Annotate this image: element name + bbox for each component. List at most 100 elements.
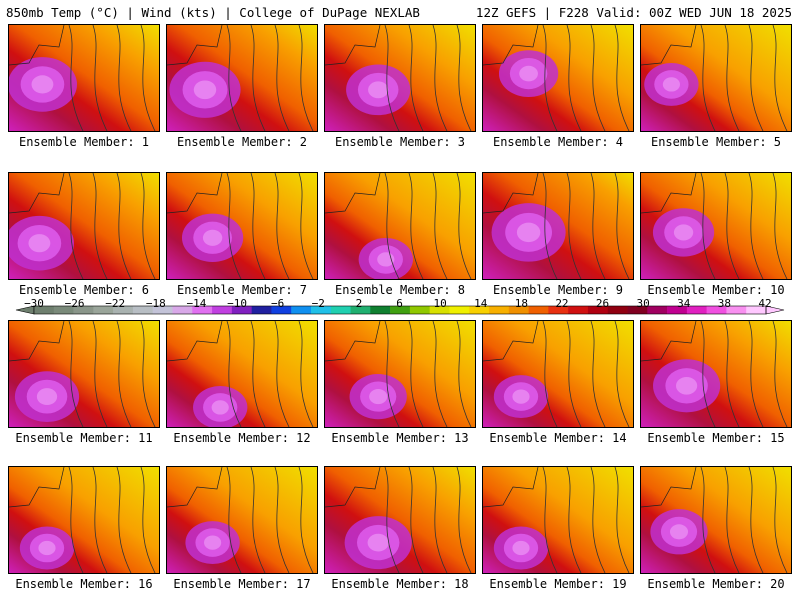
height-contour (298, 321, 314, 427)
height-contour (226, 173, 242, 279)
height-contour (384, 467, 400, 573)
colorbar-tick-label: 22 (555, 297, 569, 310)
height-contour (250, 25, 266, 131)
height-contour (68, 467, 84, 573)
ensemble-member-map (324, 320, 476, 428)
height-contour (92, 321, 108, 427)
colorbar-segment (231, 306, 252, 314)
ensemble-member-map (324, 24, 476, 132)
height-contour (590, 321, 606, 427)
height-contour (140, 321, 156, 427)
ensemble-member-label: Ensemble Member: 9 (492, 283, 624, 297)
height-contour (772, 173, 788, 279)
colorbar-tick-label: 6 (396, 297, 403, 310)
colorbar-segment (370, 306, 391, 314)
height-contour (456, 25, 472, 131)
ensemble-member-label: Ensemble Member: 10 (647, 283, 785, 297)
ensemble-member-map (640, 172, 792, 280)
height-contour (590, 173, 606, 279)
height-contour (384, 321, 400, 427)
height-contour (226, 321, 242, 427)
colorbar-segment (726, 306, 747, 314)
colorbar-tick-label: 42 (758, 297, 772, 310)
height-contour (614, 467, 630, 573)
warm-core-contour (31, 75, 54, 94)
geographic-border (9, 173, 65, 214)
colorbar-segment (746, 306, 767, 314)
ensemble-member-label: Ensemble Member: 17 (173, 577, 311, 591)
ensemble-member-map (482, 172, 634, 280)
height-contour (590, 25, 606, 131)
height-contour (250, 467, 266, 573)
height-contour (772, 467, 788, 573)
colorbar-tick-label: 2 (355, 297, 363, 310)
colorbar-segment (587, 306, 609, 314)
ensemble-member-map (640, 466, 792, 574)
ensemble-member-label: Ensemble Member: 15 (647, 431, 785, 445)
height-contour (700, 25, 716, 131)
ensemble-member-label: Ensemble Member: 2 (176, 135, 308, 149)
height-contour (274, 25, 290, 131)
colorbar-tick-label: 26 (595, 297, 610, 310)
temperature-field (167, 467, 317, 573)
colorbar-segment (469, 306, 490, 314)
warm-core-contour (516, 222, 541, 243)
geographic-border (641, 321, 697, 362)
warm-core-contour (193, 80, 217, 100)
height-contour (724, 173, 740, 279)
height-contour (140, 467, 156, 573)
height-contour (408, 321, 424, 427)
height-contour (748, 467, 764, 573)
warm-core-contour (369, 389, 388, 405)
ensemble-member-label: Ensemble Member: 7 (176, 283, 308, 297)
colorbar-segment (449, 306, 470, 314)
colorbar-tick-label: −30 (24, 297, 44, 310)
warm-core-contour (669, 524, 689, 540)
colorbar-tick-label: −26 (64, 297, 85, 310)
temperature-field (325, 321, 475, 427)
ensemble-member-label: Ensemble Member: 5 (650, 135, 782, 149)
colorbar-tick-label: 18 (514, 297, 528, 310)
height-contour (432, 467, 448, 573)
geographic-border (167, 173, 223, 214)
colorbar-segment (212, 306, 233, 314)
height-contour (700, 321, 716, 427)
ensemble-member-label: Ensemble Member: 3 (334, 135, 466, 149)
geographic-border (483, 467, 539, 508)
geographic-border (167, 25, 223, 66)
geographic-border (325, 173, 381, 214)
height-contour (748, 321, 764, 427)
height-contour (298, 25, 314, 131)
colorbar-segment (132, 306, 154, 314)
ensemble-member-label: Ensemble Member: 1 (18, 135, 150, 149)
height-contour (432, 321, 448, 427)
height-contour (298, 467, 314, 573)
ensemble-member-map (640, 320, 792, 428)
colorbar-tick-label: 38 (717, 297, 731, 310)
colorbar-outline (33, 305, 767, 315)
height-contour (566, 25, 582, 131)
colorbar-tick-label: −2 (311, 297, 325, 310)
colorbar-segment (686, 306, 707, 314)
height-contour (384, 25, 400, 131)
colorbar-segment (489, 306, 510, 314)
colorbar-segment (568, 306, 589, 314)
height-contour (700, 467, 716, 573)
colorbar-tick-label: 34 (677, 297, 691, 310)
height-contour (456, 173, 472, 279)
height-contour (700, 173, 716, 279)
colorbar-segment (310, 306, 332, 314)
ensemble-member-map (8, 172, 160, 280)
colorbar-tick-label: −22 (105, 297, 126, 310)
colorbar-segment (350, 306, 371, 314)
ensemble-member-label: Ensemble Member: 18 (331, 577, 469, 591)
colorbar-segment (172, 306, 193, 314)
warm-core-contour (367, 533, 389, 552)
colorbar-tick-label: −18 (145, 297, 166, 310)
height-contour (456, 467, 472, 573)
colorbar-tick-label: −10 (227, 297, 247, 310)
height-contour (772, 321, 788, 427)
height-contour (92, 25, 108, 131)
height-contour (408, 467, 424, 573)
ensemble-member-map (8, 320, 160, 428)
